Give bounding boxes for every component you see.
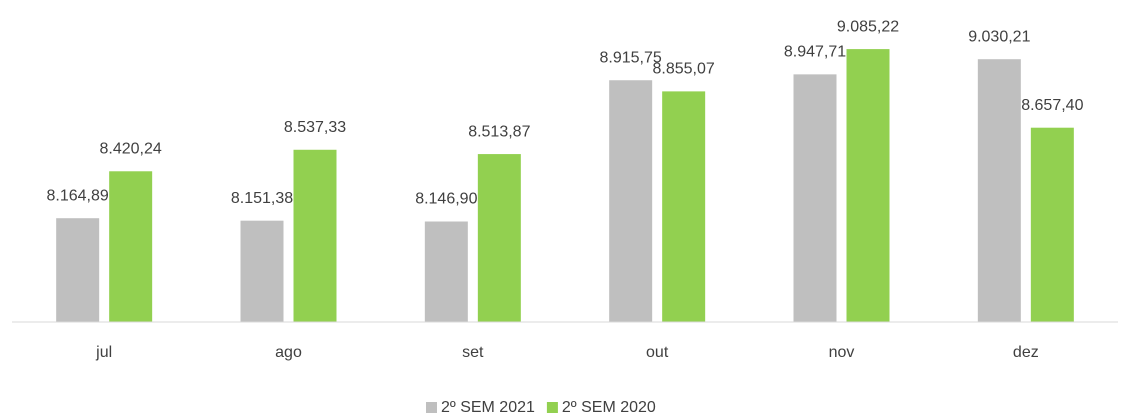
bar bbox=[1030, 127, 1074, 322]
legend-label: 2º SEM 2021 bbox=[441, 399, 535, 414]
data-label: 8.657,40 bbox=[1021, 97, 1083, 114]
data-label: 8.164,89 bbox=[47, 187, 109, 204]
data-label: 8.947,71 bbox=[784, 44, 846, 61]
data-label: 9.085,22 bbox=[837, 18, 899, 35]
x-tick-label: dez bbox=[1013, 344, 1039, 361]
data-label: 8.855,07 bbox=[653, 61, 715, 78]
bar bbox=[662, 91, 706, 322]
bar bbox=[477, 154, 521, 322]
x-tick-label: set bbox=[462, 344, 484, 361]
x-tick-label: out bbox=[646, 344, 669, 361]
bar bbox=[56, 218, 100, 322]
bar bbox=[609, 80, 653, 323]
bar bbox=[293, 149, 337, 322]
legend-label: 2º SEM 2020 bbox=[562, 399, 656, 414]
data-label: 8.420,24 bbox=[100, 140, 162, 157]
data-label: 8.151,38 bbox=[231, 190, 293, 207]
data-label: 9.030,21 bbox=[968, 28, 1030, 45]
bar bbox=[240, 220, 284, 322]
legend-swatch bbox=[426, 402, 437, 413]
bar bbox=[424, 221, 468, 322]
x-tick-label: nov bbox=[829, 344, 855, 361]
bar bbox=[977, 59, 1021, 322]
data-label: 8.146,90 bbox=[415, 191, 477, 208]
bar bbox=[109, 171, 153, 322]
x-tick-label: ago bbox=[275, 344, 302, 361]
x-tick-label: jul bbox=[95, 344, 112, 361]
data-label: 8.915,75 bbox=[600, 49, 662, 66]
bar bbox=[793, 74, 837, 323]
data-label: 8.513,87 bbox=[468, 123, 530, 140]
bar bbox=[846, 49, 890, 323]
data-label: 8.537,33 bbox=[284, 119, 346, 136]
legend-swatch bbox=[546, 402, 558, 413]
